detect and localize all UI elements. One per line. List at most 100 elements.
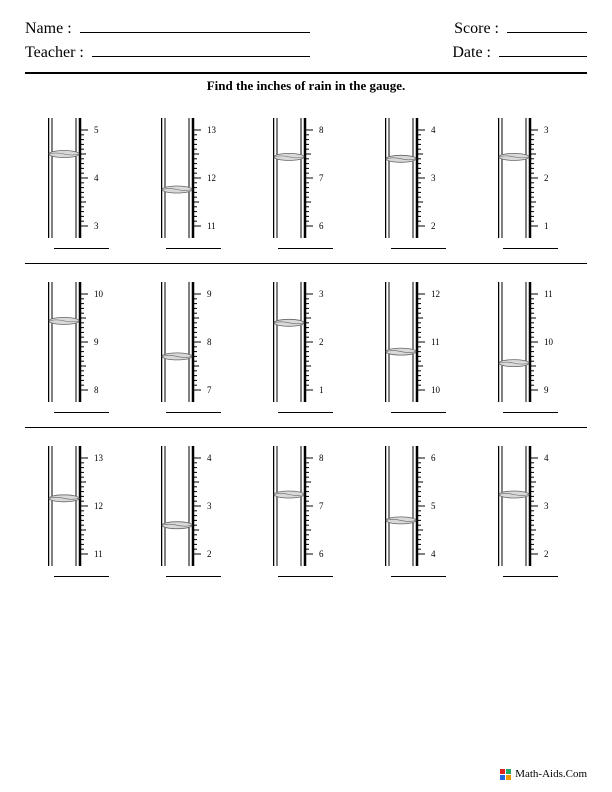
- svg-text:11: 11: [431, 337, 440, 347]
- gauge-cell: 8 7 6: [256, 446, 356, 577]
- date-label: Date :: [452, 44, 491, 62]
- svg-text:3: 3: [431, 173, 436, 183]
- svg-text:13: 13: [94, 453, 104, 463]
- svg-text:10: 10: [544, 337, 554, 347]
- svg-text:5: 5: [94, 125, 99, 135]
- svg-text:7: 7: [207, 385, 212, 395]
- svg-text:11: 11: [94, 549, 103, 559]
- answer-line[interactable]: [391, 576, 446, 577]
- footer: Math-Aids.Com: [499, 768, 587, 780]
- answer-line[interactable]: [278, 412, 333, 413]
- answer-line[interactable]: [503, 576, 558, 577]
- svg-text:2: 2: [207, 549, 212, 559]
- svg-text:4: 4: [431, 125, 436, 135]
- svg-text:4: 4: [431, 549, 436, 559]
- rain-gauge: 4 3 2: [498, 446, 564, 566]
- svg-text:6: 6: [319, 221, 324, 231]
- svg-text:7: 7: [319, 173, 324, 183]
- svg-text:6: 6: [319, 549, 324, 559]
- svg-text:12: 12: [94, 501, 103, 511]
- gauge-row: 543131211876432321: [25, 118, 587, 249]
- rain-gauge: 3 2 1: [498, 118, 564, 238]
- gauge-cell: 13 12 11: [31, 446, 131, 577]
- gauge-cell: 6 5 4: [368, 446, 468, 577]
- answer-line[interactable]: [166, 412, 221, 413]
- svg-text:2: 2: [431, 221, 436, 231]
- answer-line[interactable]: [278, 576, 333, 577]
- svg-text:2: 2: [544, 549, 549, 559]
- rows-container: 5431312118764323211098987321121110111091…: [25, 118, 587, 577]
- answer-line[interactable]: [503, 248, 558, 249]
- gauge-cell: 11 10 9: [481, 282, 581, 413]
- svg-text:8: 8: [319, 125, 324, 135]
- gauge-cell: 13 12 11: [144, 118, 244, 249]
- answer-line[interactable]: [54, 412, 109, 413]
- footer-text: Math-Aids.Com: [515, 768, 587, 780]
- row-divider: [25, 427, 587, 428]
- svg-text:3: 3: [544, 125, 549, 135]
- svg-text:3: 3: [544, 501, 549, 511]
- svg-text:12: 12: [207, 173, 216, 183]
- answer-line[interactable]: [503, 412, 558, 413]
- name-field-line[interactable]: [80, 32, 310, 33]
- svg-text:9: 9: [544, 385, 549, 395]
- date-field-line[interactable]: [499, 56, 587, 57]
- answer-line[interactable]: [54, 248, 109, 249]
- answer-line[interactable]: [278, 248, 333, 249]
- gauge-cell: 121110: [368, 282, 468, 413]
- svg-text:8: 8: [94, 385, 99, 395]
- footer-logo-icon: [499, 768, 511, 780]
- answer-line[interactable]: [391, 412, 446, 413]
- gauge-cell: 8 7 6: [256, 118, 356, 249]
- svg-text:4: 4: [207, 453, 212, 463]
- svg-text:3: 3: [207, 501, 212, 511]
- rain-gauge: 11 10 9: [498, 282, 564, 402]
- gauge-cell: 9 8 7: [144, 282, 244, 413]
- score-field-line[interactable]: [507, 32, 587, 33]
- answer-line[interactable]: [166, 248, 221, 249]
- gauge-row: 13 12 11 4 3 2 8 7 6 6 5 4 4 3 2: [25, 446, 587, 577]
- svg-text:1: 1: [319, 385, 324, 395]
- svg-text:9: 9: [94, 337, 99, 347]
- svg-text:6: 6: [431, 453, 436, 463]
- svg-text:7: 7: [319, 501, 324, 511]
- svg-text:2: 2: [319, 337, 324, 347]
- teacher-label: Teacher :: [25, 44, 84, 62]
- svg-text:5: 5: [431, 501, 436, 511]
- svg-text:13: 13: [207, 125, 217, 135]
- gauge-row: 109898732112111011109: [25, 282, 587, 413]
- svg-text:4: 4: [94, 173, 99, 183]
- rain-gauge: 6 5 4: [385, 446, 451, 566]
- teacher-field-line[interactable]: [92, 56, 310, 57]
- worksheet-title: Find the inches of rain in the gauge.: [25, 78, 587, 94]
- answer-line[interactable]: [54, 576, 109, 577]
- svg-text:9: 9: [207, 289, 212, 299]
- svg-text:10: 10: [431, 385, 441, 395]
- rain-gauge: 9 8 7: [161, 282, 227, 402]
- svg-text:1: 1: [544, 221, 549, 231]
- answer-line[interactable]: [166, 576, 221, 577]
- svg-text:8: 8: [319, 453, 324, 463]
- svg-text:2: 2: [544, 173, 549, 183]
- answer-line[interactable]: [391, 248, 446, 249]
- rain-gauge: 4 3 2: [161, 446, 227, 566]
- gauge-cell: 3 2 1: [481, 118, 581, 249]
- header-row-2: Teacher : Date :: [25, 44, 587, 62]
- rain-gauge: 4 3 2: [385, 118, 451, 238]
- rain-gauge: 321: [273, 282, 339, 402]
- gauge-cell: 4 3 2: [144, 446, 244, 577]
- gauge-cell: 1098: [31, 282, 131, 413]
- rain-gauge: 1098: [48, 282, 114, 402]
- name-label: Name :: [25, 20, 72, 38]
- svg-text:11: 11: [544, 289, 553, 299]
- rain-gauge: 13 12 11: [161, 118, 227, 238]
- svg-text:11: 11: [207, 221, 216, 231]
- svg-text:8: 8: [207, 337, 212, 347]
- rain-gauge: 8 7 6: [273, 446, 339, 566]
- gauge-cell: 543: [31, 118, 131, 249]
- rain-gauge: 543: [48, 118, 114, 238]
- rain-gauge: 121110: [385, 282, 451, 402]
- rain-gauge: 8 7 6: [273, 118, 339, 238]
- svg-text:4: 4: [544, 453, 549, 463]
- header-rule: [25, 72, 587, 74]
